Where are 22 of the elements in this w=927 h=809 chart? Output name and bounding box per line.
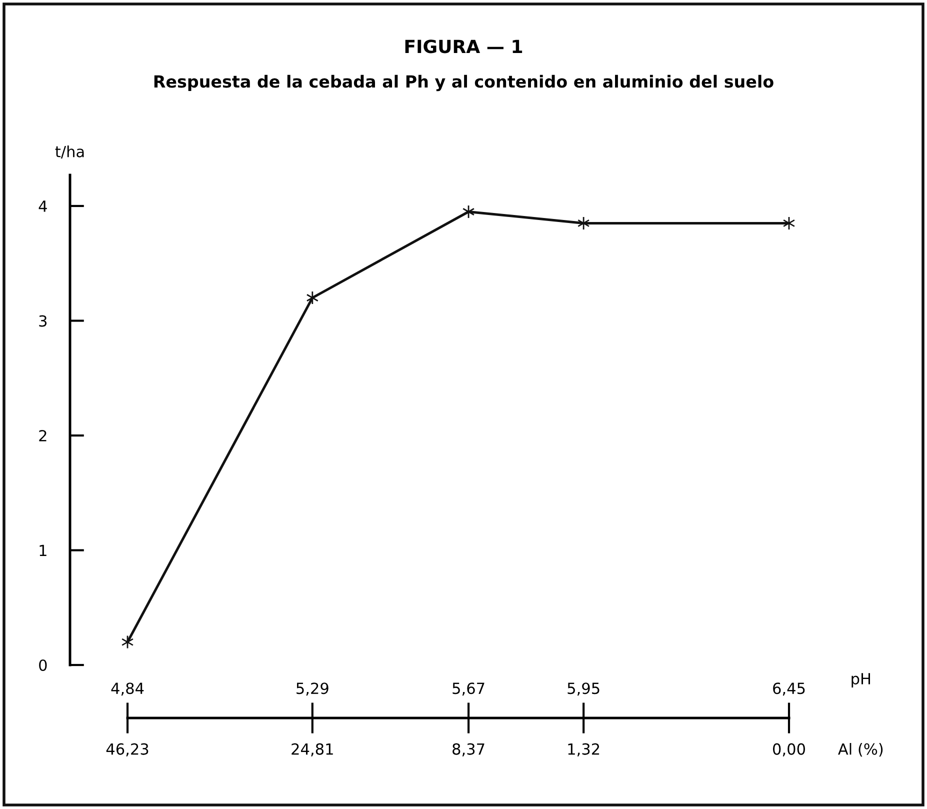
x-tick-label: 4,84 (111, 682, 144, 696)
point (306, 290, 319, 305)
text: 1,32 (568, 743, 600, 756)
x-tick-label: 6,45 (773, 682, 805, 696)
x-tick-label: 5,67 (452, 682, 484, 696)
text: 24,81 (292, 743, 333, 756)
chart-title: FIGURA — 1 (405, 40, 522, 54)
y-tick-label: 0 (39, 659, 47, 672)
y-tick-label: 3 (39, 315, 47, 327)
text: 46,23 (106, 743, 148, 756)
y-tick-label: 1 (40, 544, 46, 556)
text: 0,00 (773, 743, 805, 756)
point (577, 216, 590, 230)
y-tick-label: 2 (39, 430, 46, 442)
y-axis-title: t/ha (55, 146, 84, 159)
x-axis-title: pH (852, 673, 870, 688)
y-tick-label: 4 (38, 200, 47, 212)
text: 8,37 (452, 743, 484, 756)
x-tick-label: 5,95 (568, 682, 600, 696)
chart-subtitle: Respuesta de la cebada al Ph y al contenido en aluminio del suelo (154, 74, 774, 92)
text: Al (%) (838, 743, 883, 757)
x-tick-label: 5,29 (296, 682, 328, 696)
